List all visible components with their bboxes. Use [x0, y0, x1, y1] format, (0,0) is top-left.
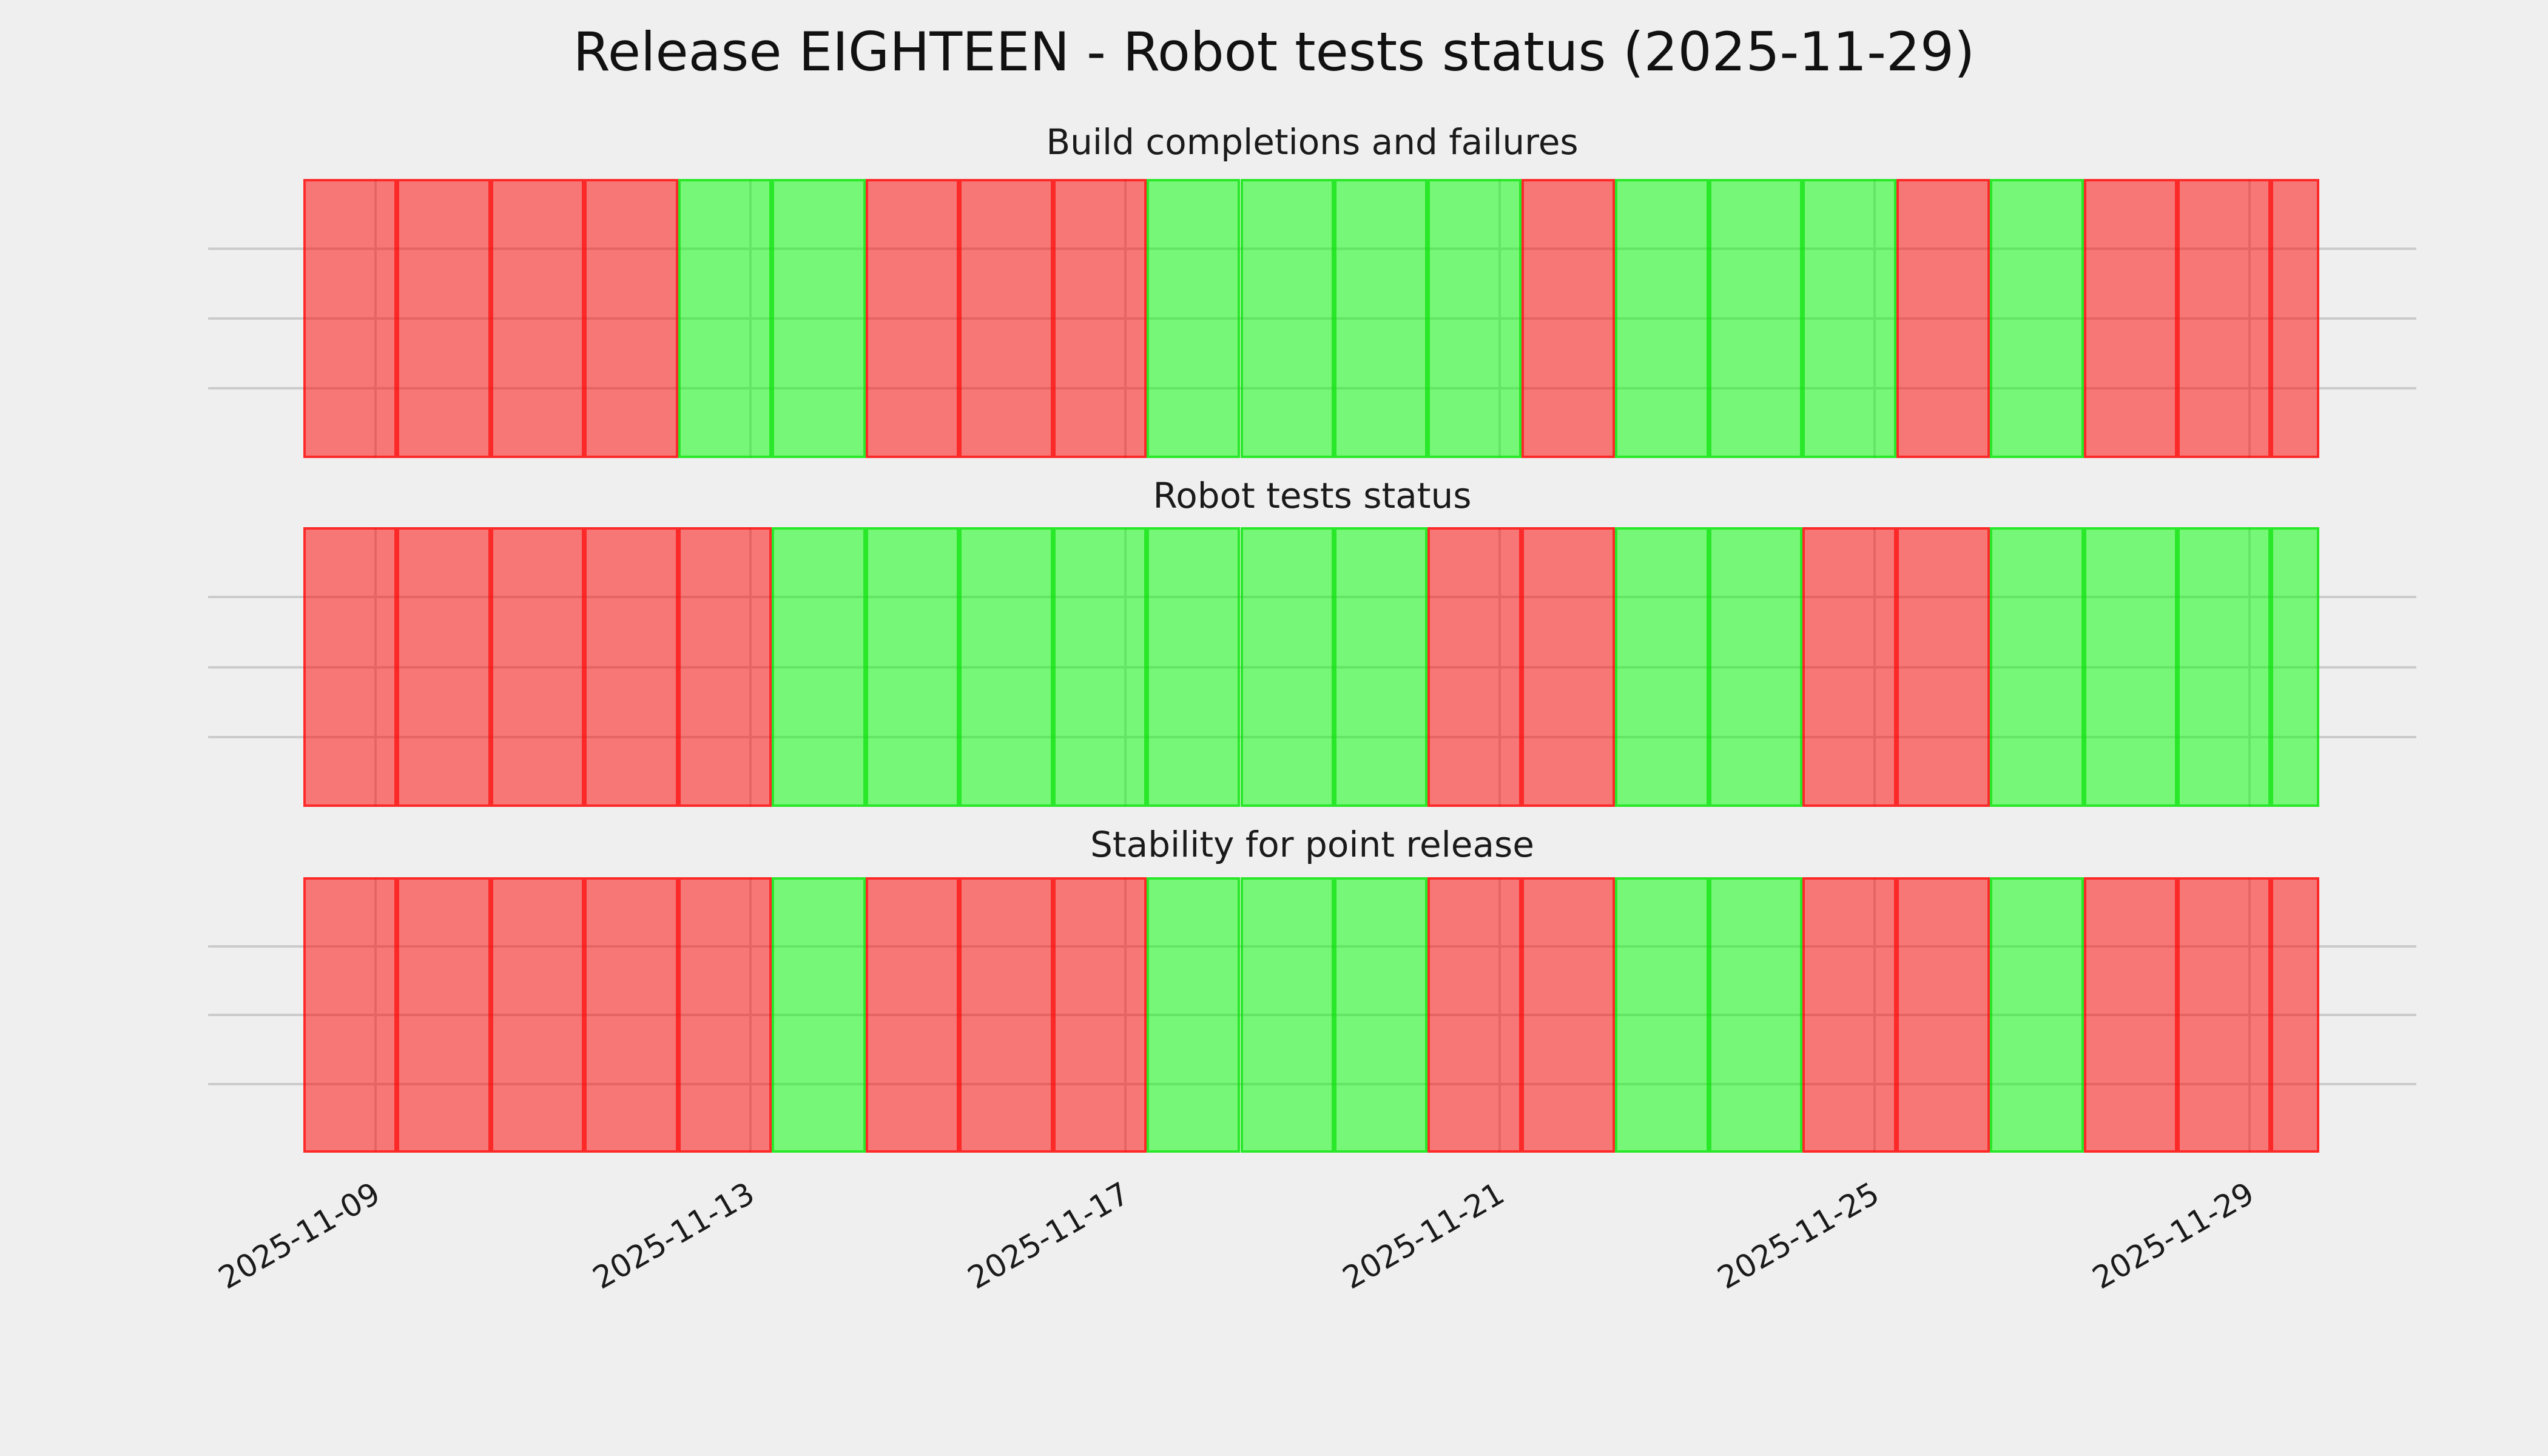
day-cell-fail: [678, 527, 772, 807]
day-cell-fail: [1896, 527, 1990, 807]
panel-title-stability: Stability for point release: [1090, 824, 1534, 865]
day-cell-fail: [1427, 527, 1522, 807]
day-cell-fail: [959, 877, 1053, 1153]
day-cell-fail: [397, 877, 491, 1153]
day-cell-pass: [1147, 877, 1241, 1153]
day-cell-fail: [1802, 877, 1896, 1153]
day-cell-pass: [772, 527, 866, 807]
day-cell-fail: [959, 179, 1053, 458]
day-cell-fail: [584, 527, 678, 807]
day-cell-pass: [1333, 877, 1428, 1153]
day-cell-fail: [2083, 179, 2177, 458]
chart-title: Release EIGHTEEN - Robot tests status (2…: [573, 21, 1975, 83]
day-cell-pass: [1053, 527, 1147, 807]
day-cell-pass: [1615, 877, 1709, 1153]
x-tick-label: 2025-11-29: [2086, 1176, 2260, 1297]
day-cell-pass: [2271, 527, 2319, 807]
day-cell-pass: [1990, 179, 2084, 458]
panel-title-robot-tests: Robot tests status: [1153, 475, 1472, 516]
day-cell-fail: [865, 179, 960, 458]
day-cell-fail: [490, 527, 585, 807]
day-cell-fail: [490, 877, 585, 1153]
day-cell-pass: [959, 527, 1053, 807]
day-cell-pass: [1615, 179, 1709, 458]
day-cell-fail: [2271, 877, 2319, 1153]
day-cell-fail: [397, 527, 491, 807]
day-cell-fail: [865, 877, 960, 1153]
day-cell-pass: [1708, 877, 1803, 1153]
day-cell-pass: [678, 179, 772, 458]
day-cell-fail: [303, 527, 397, 807]
day-cell-fail: [490, 179, 585, 458]
day-cell-fail: [1896, 877, 1990, 1153]
day-cell-pass: [1427, 179, 1522, 458]
day-cell-fail: [1053, 179, 1147, 458]
x-tick-label: 2025-11-09: [212, 1176, 386, 1297]
day-cell-pass: [1333, 179, 1428, 458]
day-cell-pass: [1147, 527, 1241, 807]
day-cell-pass: [1615, 527, 1709, 807]
panel-title-build-completions: Build completions and failures: [1046, 121, 1579, 163]
day-cell-fail: [2177, 179, 2271, 458]
day-cell-fail: [397, 179, 491, 458]
day-cell-fail: [303, 179, 397, 458]
x-tick-label: 2025-11-13: [587, 1176, 761, 1297]
day-cell-fail: [2271, 179, 2319, 458]
day-cell-fail: [1427, 877, 1522, 1153]
day-cell-fail: [2177, 877, 2271, 1153]
day-cell-pass: [1990, 527, 2084, 807]
day-cell-fail: [1896, 179, 1990, 458]
day-cell-fail: [1521, 877, 1616, 1153]
x-tick-label: 2025-11-25: [1711, 1176, 1886, 1297]
day-cell-fail: [1053, 877, 1147, 1153]
day-cell-fail: [584, 179, 678, 458]
day-cell-pass: [1990, 877, 2084, 1153]
day-cell-pass: [1240, 877, 1334, 1153]
day-cell-pass: [865, 527, 960, 807]
x-tick-label: 2025-11-21: [1336, 1176, 1511, 1297]
day-cell-fail: [303, 877, 397, 1153]
day-cell-pass: [772, 179, 866, 458]
day-cell-pass: [1708, 179, 1803, 458]
day-cell-fail: [1521, 179, 1616, 458]
day-cell-fail: [584, 877, 678, 1153]
day-cell-fail: [678, 877, 772, 1153]
day-cell-pass: [2083, 527, 2177, 807]
day-cell-pass: [1240, 527, 1334, 807]
day-cell-pass: [1333, 527, 1428, 807]
day-cell-fail: [1521, 527, 1616, 807]
day-cell-pass: [1802, 179, 1896, 458]
day-cell-pass: [1147, 179, 1241, 458]
day-cell-pass: [1708, 527, 1803, 807]
x-tick-label: 2025-11-17: [962, 1176, 1136, 1297]
day-cell-pass: [772, 877, 866, 1153]
day-cell-pass: [2177, 527, 2271, 807]
day-cell-fail: [2083, 877, 2177, 1153]
day-cell-pass: [1240, 179, 1334, 458]
day-cell-fail: [1802, 527, 1896, 807]
